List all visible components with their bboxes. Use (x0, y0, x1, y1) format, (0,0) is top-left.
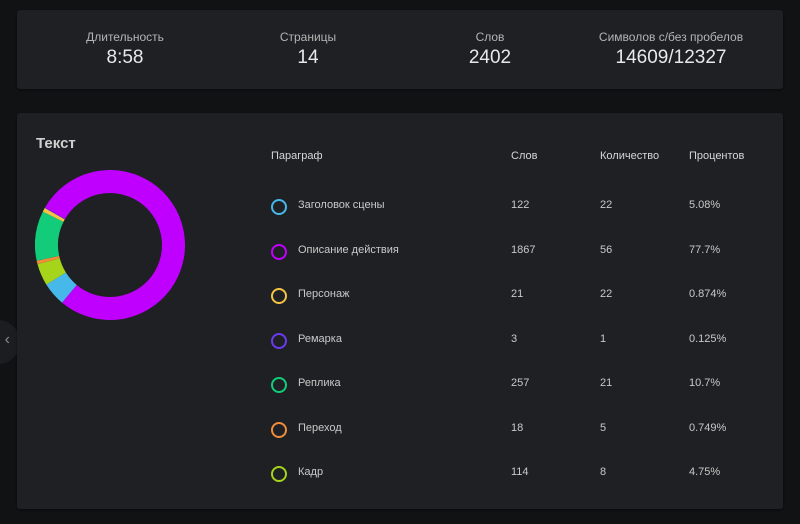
legend-dot (271, 244, 287, 260)
table-row: Реплика 257 21 10.7% (17, 371, 783, 401)
donut-slice-0 (46, 272, 78, 303)
row-name: Кадр (298, 466, 324, 478)
legend-dot (271, 466, 287, 482)
row-percent: 5.08% (689, 199, 721, 211)
table-row: Описание действия 1867 56 77.7% (17, 238, 783, 268)
row-count: 22 (600, 199, 613, 211)
row-words: 257 (511, 377, 530, 389)
column-header-percent: Процентов (689, 150, 745, 162)
row-words: 114 (511, 466, 529, 478)
row-percent: 0.125% (689, 333, 727, 345)
legend-dot (271, 333, 287, 349)
legend-dot (271, 288, 287, 304)
row-name: Ремарка (298, 333, 342, 345)
row-words: 18 (511, 422, 524, 434)
table-row: Ремарка 3 1 0.125% (17, 327, 783, 357)
row-percent: 4.75% (689, 466, 721, 478)
text-statistics-panel: Текст Параграф Слов Количество Процентов… (17, 113, 783, 509)
table-row: Переход 18 5 0.749% (17, 416, 783, 446)
stat-value: 14 (297, 47, 319, 68)
row-name: Заголовок сцены (298, 199, 385, 211)
row-words: 1867 (511, 244, 536, 256)
stat-value: 2402 (468, 47, 512, 68)
stats-summary: Длительность 8:58 Страницы 14 Слов 2402 … (17, 10, 783, 89)
stat-value: 8:58 (106, 47, 144, 68)
row-words: 3 (511, 333, 518, 345)
table-row: Кадр 114 8 4.75% (17, 460, 783, 490)
chevron-left-icon: ‹ (4, 331, 10, 348)
row-percent: 0.874% (689, 288, 727, 300)
row-name: Реплика (298, 377, 341, 389)
stat-label: Слов (475, 30, 505, 44)
legend-dot (271, 422, 287, 438)
column-header-paragraph: Параграф (271, 150, 323, 162)
donut-slice-5 (36, 255, 60, 265)
donut-slice-6 (37, 257, 67, 285)
table-row: Персонаж 21 22 0.874% (17, 282, 783, 312)
row-count: 21 (600, 377, 613, 389)
stat-label: Страницы (279, 30, 337, 44)
paragraph-donut-chart (35, 170, 185, 320)
legend-dot (271, 377, 287, 393)
row-count: 8 (600, 466, 607, 478)
row-count: 22 (600, 288, 613, 300)
stat-value: 14609/12327 (615, 47, 727, 68)
row-percent: 77.7% (689, 244, 721, 256)
stat-label: Длительность (86, 30, 164, 44)
row-percent: 0.749% (689, 422, 727, 434)
row-words: 21 (511, 288, 524, 300)
row-count: 56 (600, 244, 613, 256)
row-count: 1 (600, 333, 607, 345)
donut-slice-1 (45, 170, 185, 320)
row-name: Переход (298, 422, 342, 434)
donut-slice-4 (35, 211, 64, 261)
panel-title: Текст (36, 135, 76, 152)
table-row: Заголовок сцены 122 22 5.08% (17, 193, 783, 223)
donut-slice-2 (42, 208, 65, 222)
column-header-count: Количество (600, 150, 660, 162)
row-name: Описание действия (298, 244, 399, 256)
legend-dot (271, 199, 287, 215)
column-header-words: Слов (511, 150, 538, 162)
row-words: 122 (511, 199, 530, 211)
previous-panel-button[interactable]: ‹ (0, 320, 20, 364)
row-name: Персонаж (298, 288, 350, 300)
row-count: 5 (600, 422, 607, 434)
row-percent: 10.7% (689, 377, 721, 389)
stat-label: Символов с/без пробелов (598, 30, 744, 44)
